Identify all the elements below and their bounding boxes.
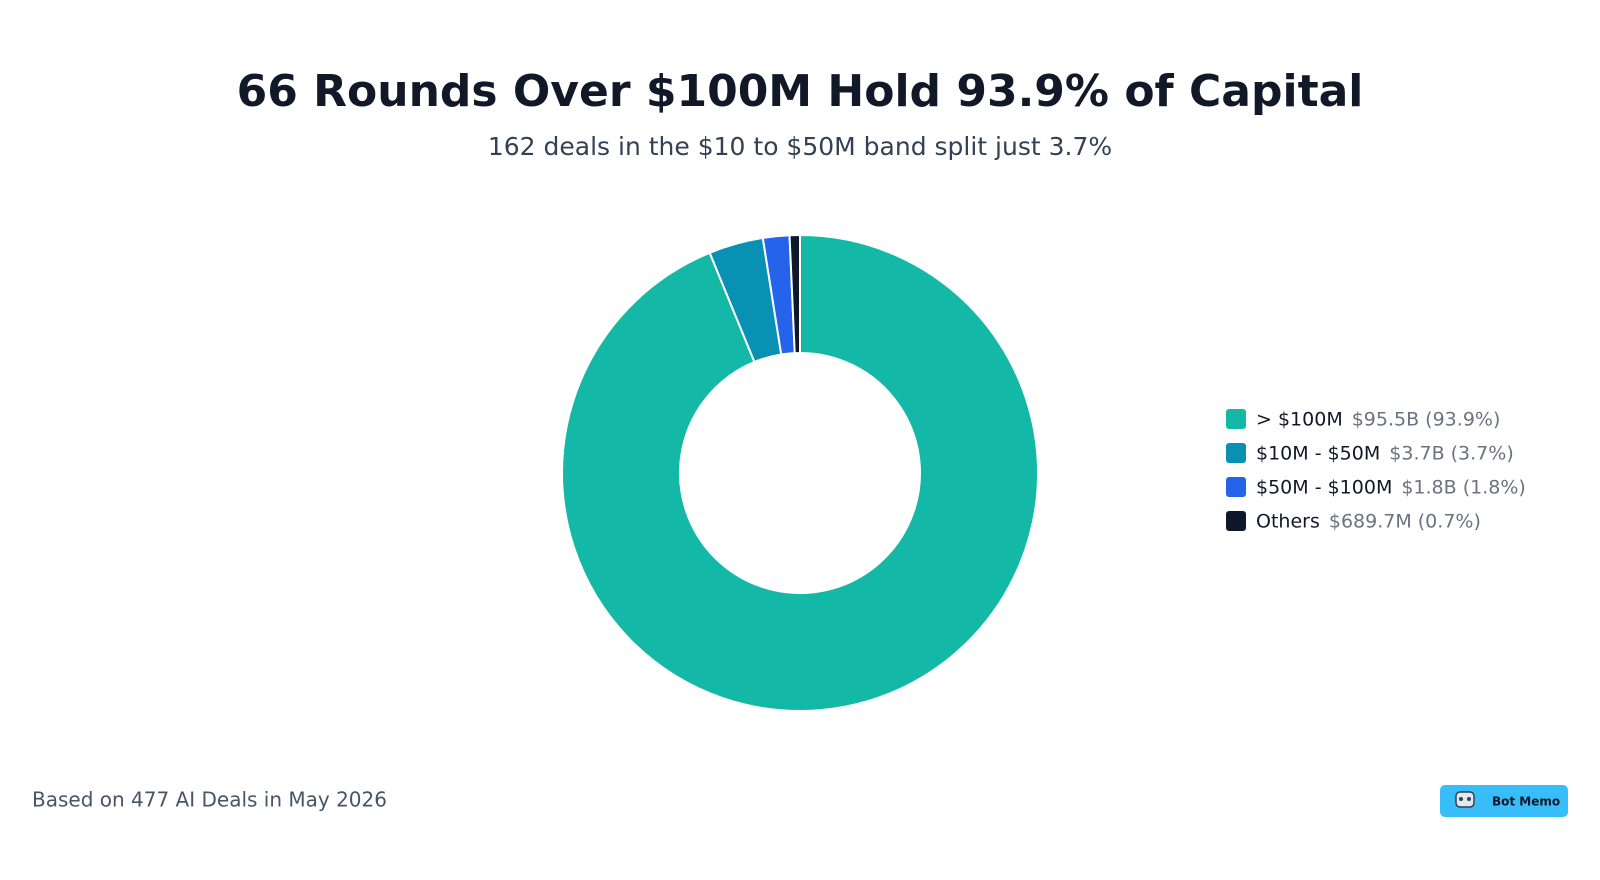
- legend-value: $3.7B (3.7%): [1389, 443, 1513, 465]
- legend-label: Others: [1256, 511, 1320, 533]
- footnote: Based on 477 AI Deals in May 2026: [32, 788, 387, 812]
- robot-eye: [1467, 797, 1471, 801]
- robot-eye: [1459, 797, 1463, 801]
- legend-swatch: [1226, 443, 1246, 463]
- brand-badge: Bot Memo: [1440, 785, 1568, 817]
- chart-subtitle: 162 deals in the $10 to $50M band split …: [488, 132, 1112, 161]
- legend-swatch: [1226, 511, 1246, 531]
- brand-name: Bot Memo: [1492, 795, 1560, 809]
- legend-label: > $100M: [1256, 409, 1343, 431]
- robot-icon: [1455, 791, 1475, 808]
- legend-swatch: [1226, 477, 1246, 497]
- legend-value: $689.7M (0.7%): [1329, 511, 1481, 533]
- chart-title: 66 Rounds Over $100M Hold 93.9% of Capit…: [237, 66, 1364, 117]
- legend-value: $95.5B (93.9%): [1352, 409, 1501, 431]
- legend-value: $1.8B (1.8%): [1401, 477, 1525, 499]
- donut-slice: [560, 233, 1039, 712]
- donut-slice: [788, 233, 801, 355]
- legend-label: $50M - $100M: [1256, 477, 1392, 499]
- legend-label: $10M - $50M: [1256, 443, 1380, 465]
- legend-swatch: [1226, 409, 1246, 429]
